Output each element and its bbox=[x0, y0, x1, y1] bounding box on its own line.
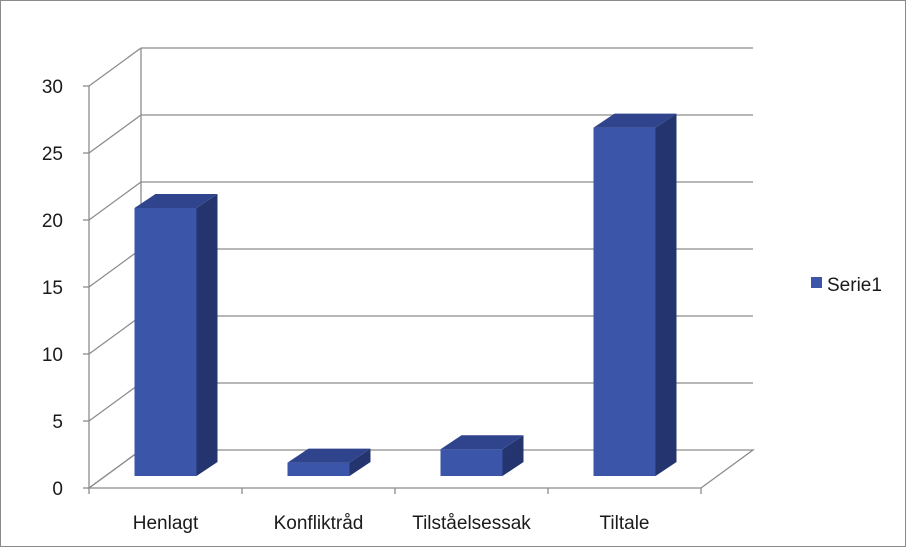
bar-front bbox=[593, 127, 656, 476]
gridline-side bbox=[88, 248, 142, 288]
x-tick-label: Tilståelsessak bbox=[412, 513, 531, 534]
bar-front bbox=[287, 462, 350, 476]
y-tick-label: 15 bbox=[42, 278, 63, 299]
bar-top bbox=[440, 435, 524, 450]
bars bbox=[134, 113, 677, 476]
y-tick-labels: 0 5 10 15 20 25 30 bbox=[42, 77, 63, 500]
x-tick-label: Henlagt bbox=[133, 513, 199, 534]
bar-konfliktråd bbox=[287, 448, 371, 476]
y-tick-label: 30 bbox=[42, 77, 63, 98]
bar-top bbox=[134, 194, 218, 208]
y-tick-label: 0 bbox=[52, 479, 63, 500]
legend: Serie1 bbox=[811, 275, 882, 296]
y-tick-label: 10 bbox=[42, 345, 63, 366]
gridline-side bbox=[88, 315, 142, 355]
x-tick-labels: Henlagt Konfliktråd Tilståelsessak Tiltale bbox=[133, 513, 650, 534]
gridline-side bbox=[88, 114, 142, 154]
gridline-side bbox=[88, 181, 142, 221]
x-tick-label: Tiltale bbox=[600, 513, 650, 534]
gridlines bbox=[88, 47, 753, 489]
bar-tiltale bbox=[593, 113, 677, 476]
bar-top bbox=[287, 448, 371, 463]
y-tick-label: 5 bbox=[52, 412, 63, 433]
axes bbox=[83, 48, 755, 494]
y-tick-label: 20 bbox=[42, 211, 63, 232]
bar-tilståelsessak bbox=[440, 435, 524, 476]
y-tick-label: 25 bbox=[42, 144, 63, 165]
legend-swatch bbox=[811, 277, 822, 288]
bar-henlagt bbox=[134, 194, 218, 476]
bar-front bbox=[134, 208, 197, 476]
gridline-side bbox=[88, 47, 142, 87]
bar-side bbox=[502, 435, 524, 476]
bar-side bbox=[349, 448, 371, 476]
bar-top bbox=[593, 113, 677, 128]
x-tick-label: Konfliktråd bbox=[274, 513, 364, 534]
bar-side bbox=[655, 113, 677, 476]
floor bbox=[87, 449, 755, 489]
gridline-side bbox=[88, 382, 142, 422]
bar-side bbox=[196, 194, 218, 476]
bar-front bbox=[440, 449, 503, 476]
legend-label: Serie1 bbox=[827, 275, 882, 296]
